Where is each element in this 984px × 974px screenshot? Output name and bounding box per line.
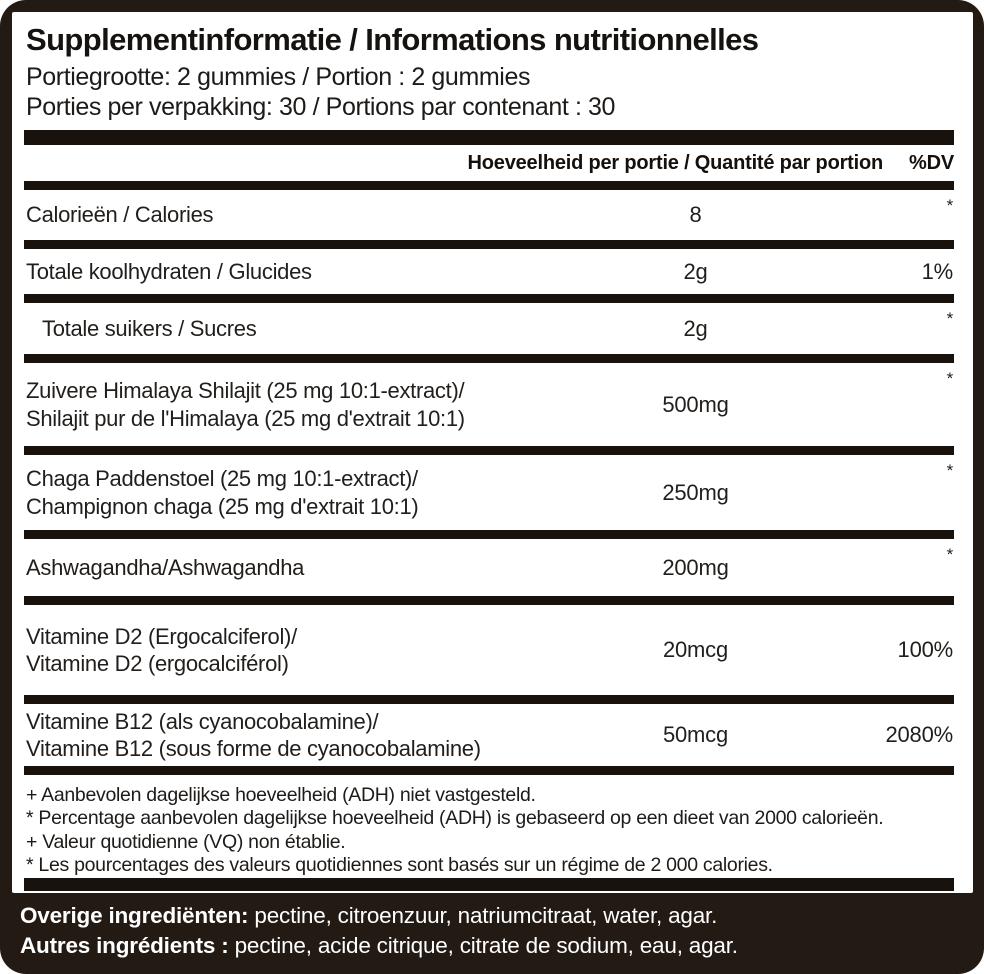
table-row-chaga: Chaga Paddenstoel (25 mg 10:1-extract)/ … bbox=[24, 455, 954, 530]
other-ingredients-nl: Overige ingrediënten: pectine, citroenzu… bbox=[20, 901, 968, 931]
other-ingredients-text-nl: pectine, citroenzuur, natriumcitraat, wa… bbox=[248, 903, 718, 928]
table-row-calories: Calorieën / Calories 8 * bbox=[24, 190, 954, 240]
other-ingredients-label-fr: Autres ingrédients : bbox=[20, 932, 229, 958]
table-row-carbohydrates: Totale koolhydraten / Glucides 2g 1% bbox=[24, 249, 954, 294]
divider bbox=[24, 596, 954, 605]
nutrient-name-fr: Vitamine B12 (sous forme de cyanocobalam… bbox=[26, 736, 481, 761]
divider bbox=[24, 294, 954, 303]
nutrient-amount: 20mcg bbox=[662, 637, 729, 662]
nutrient-name: Totale suikers / Sucres bbox=[42, 315, 257, 341]
nutrient-amount: 2g bbox=[683, 258, 708, 284]
nutrient-amount: 8 bbox=[689, 202, 702, 227]
table-row-vitamin-d2: Vitamine D2 (Ergocalciferol)/ Vitamine D… bbox=[24, 605, 954, 695]
nutrient-name: Vitamine B12 (als cyanocobalamine)/ bbox=[26, 708, 379, 734]
footnote-percentage-nl: * Percentage aanbevolen dagelijkse hoeve… bbox=[26, 807, 884, 830]
nutrient-dv: * bbox=[946, 545, 954, 564]
footnote-adh-nl: + Aanbevolen dagelijkse hoeveelheid (ADH… bbox=[26, 784, 536, 806]
nutrient-dv: 1% bbox=[921, 258, 954, 284]
table-row-ashwagandha: Ashwagandha/Ashwagandha 200mg * bbox=[24, 539, 954, 596]
divider bbox=[24, 240, 954, 249]
serving-size-line: Portiegrootte: 2 gummies / Portion : 2 g… bbox=[26, 63, 531, 91]
nutrient-dv: * bbox=[946, 461, 954, 480]
other-ingredients-text-fr: pectine, acide citrique, citrate de sodi… bbox=[228, 932, 738, 958]
supplement-facts-panel: Supplementinformatie / Informations nutr… bbox=[12, 12, 973, 893]
divider-thick bbox=[24, 130, 954, 145]
servings-per-container-line: Porties per verpakking: 30 / Portions pa… bbox=[26, 92, 616, 121]
footnote-percentage-fr: * Les pourcentages des valeurs quotidien… bbox=[26, 854, 773, 877]
nutrient-amount: 50mcg bbox=[662, 722, 729, 747]
amount-column-header: Hoeveelheid per portie / Quantité par po… bbox=[467, 151, 884, 174]
table-row-shilajit: Zuivere Himalaya Shilajit (25 mg 10:1-ex… bbox=[24, 363, 954, 446]
nutrient-amount: 2g bbox=[683, 315, 708, 341]
divider-bottom bbox=[24, 877, 954, 891]
nutrient-dv: 2080% bbox=[885, 722, 953, 747]
nutrient-name: Calorieën / Calories bbox=[26, 202, 214, 228]
nutrient-dv: * bbox=[946, 369, 954, 388]
nutrient-dv: * bbox=[946, 309, 954, 328]
nutrient-name: Zuivere Himalaya Shilajit (25 mg 10:1-ex… bbox=[26, 378, 465, 403]
table-row-sugars: Totale suikers / Sucres 2g * bbox=[24, 303, 954, 354]
other-ingredients-label-nl: Overige ingrediënten: bbox=[20, 903, 249, 928]
nutrient-name: Chaga Paddenstoel (25 mg 10:1-extract)/ bbox=[26, 466, 418, 491]
divider bbox=[24, 530, 954, 539]
divider bbox=[24, 766, 954, 775]
divider bbox=[24, 181, 954, 190]
nutrient-amount: 500mg bbox=[662, 391, 729, 417]
divider bbox=[24, 354, 954, 363]
other-ingredients-fr: Autres ingrédients : pectine, acide citr… bbox=[20, 931, 968, 961]
nutrient-dv: * bbox=[946, 196, 954, 215]
nutrient-name-fr: Shilajit pur de l'Himalaya (25 mg d'extr… bbox=[26, 405, 465, 431]
other-ingredients: Overige ingrediënten: pectine, citroenzu… bbox=[20, 901, 968, 961]
nutrient-name: Ashwagandha/Ashwagandha bbox=[26, 554, 305, 580]
footnotes: + Aanbevolen dagelijkse hoeveelheid (ADH… bbox=[24, 775, 954, 878]
nutrient-name-fr: Vitamine D2 (ergocalciférol) bbox=[26, 651, 289, 676]
nutrient-name: Vitamine D2 (Ergocalciferol)/ bbox=[26, 623, 297, 649]
label-title: Supplementinformatie / Informations nutr… bbox=[26, 22, 759, 57]
divider bbox=[24, 446, 954, 455]
footnote-vq-fr: + Valeur quotidienne (VQ) non établie. bbox=[26, 830, 346, 853]
table-row-vitamin-b12: Vitamine B12 (als cyanocobalamine)/ Vita… bbox=[24, 704, 954, 766]
nutrient-name: Totale koolhydraten / Glucides bbox=[26, 258, 312, 284]
divider bbox=[24, 695, 954, 704]
nutrient-amount: 250mg bbox=[662, 479, 729, 505]
nutrient-name-fr: Champignon chaga (25 mg d'extrait 10:1) bbox=[26, 493, 419, 519]
dv-column-header: %DV bbox=[909, 151, 954, 174]
table-header-row: Hoeveelheid per portie / Quantité par po… bbox=[24, 145, 955, 181]
nutrient-amount: 200mg bbox=[662, 554, 729, 580]
nutrient-dv: 100% bbox=[897, 637, 954, 662]
